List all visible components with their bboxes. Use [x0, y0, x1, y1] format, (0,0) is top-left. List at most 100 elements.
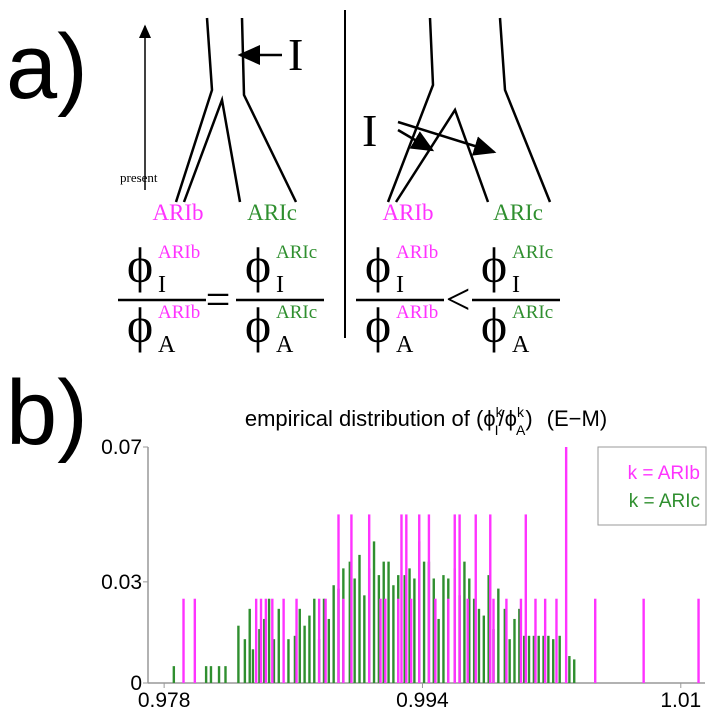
- bar: [342, 598, 345, 683]
- bar: [358, 554, 361, 683]
- bar: [392, 585, 395, 683]
- phi: ϕ: [127, 297, 153, 353]
- bar: [482, 615, 486, 683]
- bar: [568, 656, 571, 683]
- bar: [224, 666, 227, 683]
- bar: [377, 575, 381, 683]
- bar: [254, 598, 258, 683]
- bar: [458, 514, 461, 683]
- introgression-label: I: [362, 105, 377, 156]
- bar: [277, 608, 280, 683]
- phi: ϕ: [127, 237, 153, 293]
- subscript: I: [158, 272, 166, 298]
- bar: [505, 598, 508, 683]
- legend-entry: k = ARIb: [628, 463, 700, 484]
- bar: [363, 595, 366, 683]
- left-tree: [174, 17, 298, 203]
- relation: =: [206, 275, 231, 324]
- right-tree: [386, 17, 552, 203]
- bar: [258, 629, 261, 683]
- bar: [303, 625, 306, 683]
- plot: 0 0.03 0.07 0.978 0.994 1.01 k = ARIb k = ARIc: [101, 436, 707, 712]
- x-tick-label: 0.994: [396, 689, 449, 712]
- bar: [532, 635, 536, 683]
- bar: [382, 561, 385, 683]
- bar: [313, 598, 316, 683]
- bar: [522, 635, 526, 683]
- bar: [432, 578, 435, 683]
- phi: ϕ: [365, 237, 391, 293]
- bar: [542, 635, 545, 683]
- bar: [322, 598, 326, 683]
- bar: [387, 561, 390, 683]
- subscript: I: [512, 272, 520, 298]
- bar: [317, 598, 321, 683]
- phi: ϕ: [365, 297, 391, 353]
- bar: [204, 666, 208, 683]
- bar: [337, 514, 340, 683]
- bar: [492, 598, 495, 683]
- bar: [537, 635, 540, 683]
- bar: [217, 666, 221, 683]
- bar: [243, 639, 247, 683]
- bar: [327, 618, 331, 683]
- bar: [513, 618, 516, 683]
- introgression-arrow: [397, 120, 497, 156]
- chart-title: empirical distribution of (ϕk I/ϕk A) (E−M): [245, 404, 607, 438]
- panel-label: b): [6, 362, 88, 464]
- bar: [379, 598, 382, 683]
- bar: [267, 598, 271, 683]
- superscript: ARIb: [396, 302, 438, 323]
- subscript: A: [396, 332, 414, 358]
- bar: [413, 578, 416, 683]
- bar: [477, 608, 481, 683]
- bar: [543, 598, 547, 683]
- bar: [422, 561, 426, 683]
- bar: [182, 598, 185, 683]
- taxon-label: ARIc: [247, 200, 297, 225]
- y-tick-label: 0: [130, 672, 142, 695]
- bar: [555, 598, 558, 683]
- bar: [697, 598, 700, 683]
- bar: [437, 618, 440, 683]
- superscript: ARIc: [512, 242, 553, 263]
- bar: [403, 575, 406, 683]
- bar: [259, 598, 263, 683]
- bar: [468, 578, 471, 683]
- bar: [193, 598, 197, 683]
- bar: [642, 598, 645, 683]
- bar: [447, 598, 450, 683]
- bar: [527, 635, 531, 683]
- bar: [524, 514, 527, 683]
- bar: [298, 608, 301, 683]
- y-tick-label: 0.07: [101, 436, 142, 459]
- bar: [367, 514, 371, 683]
- phi: ϕ: [245, 237, 271, 293]
- bar: [573, 659, 576, 683]
- bar: [594, 598, 597, 683]
- bar: [293, 635, 297, 683]
- bar: [427, 514, 431, 683]
- bar: [418, 514, 421, 683]
- bar: [405, 514, 408, 683]
- bar: [497, 588, 500, 683]
- phi: ϕ: [481, 237, 507, 293]
- bar: [463, 561, 466, 683]
- bar: [308, 615, 311, 683]
- superscript: ARIb: [396, 242, 438, 263]
- bar: [384, 598, 387, 683]
- bar: [534, 598, 537, 683]
- bar: [251, 649, 255, 683]
- panel-label: a): [6, 16, 88, 118]
- bar: [263, 618, 266, 683]
- subscript: I: [396, 272, 404, 298]
- bar: [400, 514, 403, 683]
- bar: [287, 639, 290, 683]
- bar: [332, 585, 335, 683]
- superscript: ARIc: [276, 302, 317, 323]
- taxon-label: ARIb: [382, 200, 433, 225]
- present-label: present: [120, 170, 158, 185]
